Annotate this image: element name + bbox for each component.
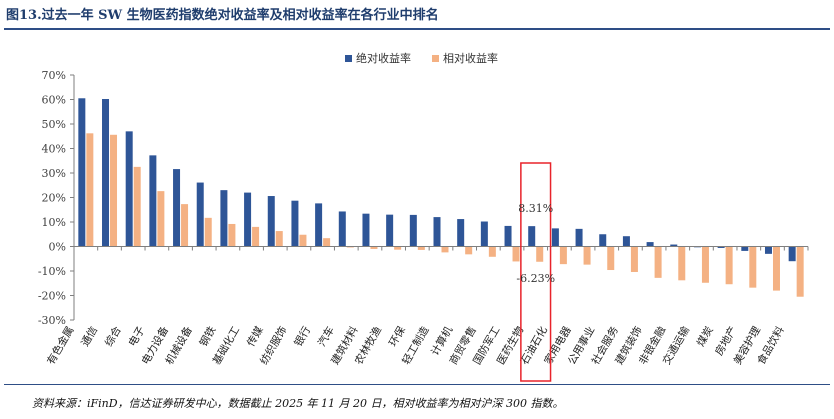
bar-absolute [267, 196, 275, 247]
annotation-absolute: 8.31% [518, 202, 553, 215]
bar-relative [181, 204, 189, 247]
annotation-relative: -6.23% [516, 272, 555, 285]
legend: 绝对收益率 相对收益率 [345, 51, 498, 65]
bar-relative [252, 226, 260, 247]
category-label: 汽车 [315, 324, 337, 349]
bars [78, 98, 804, 297]
bar-absolute [291, 200, 299, 247]
bar-relative [772, 246, 780, 291]
bar-relative [441, 246, 449, 253]
bar-absolute [622, 236, 630, 247]
legend-label-relative: 相对收益率 [443, 51, 498, 65]
y-tick-label: 50% [42, 118, 66, 131]
bar-absolute [717, 246, 725, 248]
bar-relative [110, 134, 118, 247]
category-label: 煤炭 [694, 324, 716, 349]
bar-relative [394, 246, 402, 250]
bar-absolute [788, 246, 796, 262]
category-label: 传媒 [244, 324, 266, 349]
bar-relative [488, 246, 496, 257]
bar-relative [725, 246, 733, 285]
bar-relative [157, 191, 165, 247]
bar-relative [86, 133, 94, 247]
bar-absolute [528, 226, 536, 247]
bar-relative [654, 246, 662, 278]
bar-absolute [315, 203, 323, 247]
bar-absolute [338, 211, 346, 247]
y-tick-label: 40% [42, 143, 66, 156]
bar-absolute [220, 190, 228, 247]
bar-absolute [196, 182, 204, 247]
y-tick-label: 0% [49, 241, 66, 254]
category-label: 电子 [126, 324, 148, 349]
source-note: 资料来源：iFinD，信达证券研发中心，数据截止 2025 年 11 月 20 … [32, 397, 564, 410]
y-tick-label: -30% [38, 314, 66, 327]
bar-relative [275, 231, 283, 247]
y-tick-label: 20% [42, 192, 66, 205]
category-label: 综合 [102, 324, 124, 349]
title-rule [4, 28, 830, 30]
bar-relative [607, 246, 615, 271]
bar-relative [536, 246, 544, 262]
bar-relative [630, 246, 638, 272]
category-label: 环保 [386, 324, 408, 349]
bar-relative [228, 223, 236, 247]
bar-absolute [78, 98, 86, 247]
y-tick-label: 10% [42, 216, 66, 229]
bar-relative [512, 246, 520, 262]
bar-absolute [670, 244, 678, 247]
bar-absolute [409, 214, 417, 247]
y-tick-label: -20% [38, 290, 66, 303]
y-tick-label: 60% [42, 94, 66, 107]
bar-absolute [646, 242, 654, 247]
bar-absolute [551, 228, 559, 247]
bar-absolute [149, 155, 157, 247]
page-title: 图13.过去一年 SW 生物医药指数绝对收益率及相对收益率在各行业中排名 [6, 8, 439, 23]
bar-absolute [362, 213, 370, 247]
category-label: 通信 [79, 325, 100, 349]
bar-absolute [433, 217, 441, 247]
bar-relative [559, 246, 567, 265]
category-label: 钢铁 [197, 324, 219, 349]
bar-relative [323, 238, 331, 247]
highlight-annotation: 8.31% -6.23% [516, 162, 555, 382]
y-tick-label: 70% [42, 69, 66, 82]
bar-relative [465, 246, 473, 255]
bar-relative [204, 217, 212, 247]
bar-absolute [457, 219, 465, 247]
bar-absolute [173, 169, 181, 247]
bar-absolute [244, 192, 252, 247]
highlight-box [520, 162, 552, 382]
bar-absolute [386, 214, 394, 247]
axes [70, 74, 809, 321]
bar-relative [299, 234, 307, 247]
bar-absolute [741, 246, 749, 251]
footer-rule [4, 384, 830, 385]
bar-relative [701, 246, 709, 283]
bar-absolute [599, 234, 607, 247]
category-label: 有色金属 [44, 324, 76, 367]
legend-swatch-absolute [345, 55, 352, 62]
bar-relative [370, 246, 378, 249]
legend-swatch-relative [432, 55, 439, 62]
bar-relative [749, 246, 757, 288]
legend-label-absolute: 绝对收益率 [356, 51, 411, 65]
bar-absolute [764, 246, 772, 254]
bar-absolute [504, 225, 512, 247]
bar-absolute [102, 99, 110, 247]
bar-relative [417, 246, 425, 250]
y-tick-label: -10% [38, 265, 66, 278]
y-tick-label: 30% [42, 167, 66, 180]
bar-absolute [480, 221, 488, 247]
y-axis-labels: 70% 60% 50% 40% 30% 20% 10% 0% -10% -20% -30% [38, 69, 66, 327]
bar-absolute [125, 131, 133, 247]
bar-relative [583, 246, 591, 265]
bar-relative [796, 246, 804, 297]
bar-relative [678, 246, 686, 281]
bar-absolute [575, 228, 583, 247]
category-label: 银行 [291, 324, 313, 349]
bar-relative [133, 166, 141, 247]
